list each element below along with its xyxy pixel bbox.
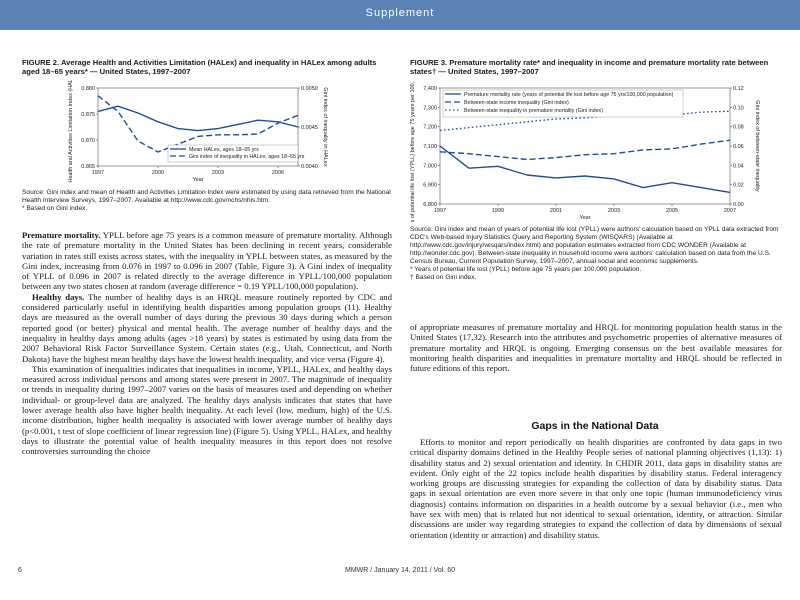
- paragraph-data-gaps: Efforts to monitor and report periodical…: [410, 437, 782, 540]
- banner-title: Supplement: [365, 7, 435, 19]
- x-tick-label: 2000: [152, 170, 164, 176]
- y2-tick-label: 0.02: [733, 183, 744, 189]
- x-axis-label: Year: [192, 177, 203, 183]
- y2-tick-label: 0.06: [733, 144, 744, 150]
- runin-heading: Premature mortality.: [22, 230, 101, 240]
- figure2-caption: FIGURE 2. Average Health and Activities …: [22, 58, 377, 76]
- page-number: 6: [18, 567, 22, 574]
- y2-tick-label: 0.0050: [301, 86, 318, 92]
- y2-tick-label: 0.04: [733, 163, 744, 169]
- paragraph-healthy-days: Healthy days. The number of healthy days…: [22, 292, 392, 364]
- paragraph-text: This examination of inequalities indicat…: [22, 363, 392, 457]
- paragraph-inequality-examination: This examination of inequalities indicat…: [22, 364, 392, 457]
- y-tick-label: 0.870: [81, 138, 95, 144]
- legend-box: [442, 89, 684, 118]
- series-line-1: [439, 145, 731, 194]
- x-tick-label: 2003: [608, 208, 620, 214]
- y2-tick-label: 0.0045: [301, 125, 318, 131]
- x-tick-label: 2006: [272, 170, 284, 176]
- paragraph-measures: of appropriate measures of premature mor…: [410, 322, 782, 374]
- y-tick-label: 7,100: [423, 144, 437, 150]
- x-tick-label: 1997: [92, 170, 104, 176]
- y-tick-label: 7,200: [423, 125, 437, 131]
- x-tick-label: 2001: [550, 208, 562, 214]
- supplement-banner: [0, 0, 800, 30]
- paragraph-text: The number of healthy days is an HRQL me…: [22, 291, 392, 364]
- legend-label-2: Between-state income inequality (Gini in…: [464, 100, 569, 106]
- y2-tick-label: 0.0040: [301, 164, 318, 170]
- y-tick-label: 7,400: [423, 86, 437, 92]
- right-text-column-bottom: Efforts to monitor and report periodical…: [410, 437, 782, 540]
- runin-heading: Healthy days.: [32, 291, 85, 302]
- legend-box: [167, 144, 299, 163]
- y2-tick-label: 0.08: [733, 125, 744, 131]
- figure3-caption: FIGURE 3. Premature mortality rate* and …: [410, 58, 769, 76]
- y2-axis-label: Gini index of between-state inequality: [754, 100, 760, 192]
- y-tick-label: 7,300: [423, 105, 437, 111]
- legend-label-1: Premature mortality rate (years of poten…: [464, 92, 674, 98]
- x-tick-label: 2003: [212, 170, 224, 176]
- y-tick-label: 0.880: [81, 86, 95, 92]
- right-text-column-top: of appropriate measures of premature mor…: [410, 322, 782, 373]
- y-tick-label: 7,000: [423, 163, 437, 169]
- paragraph-text: YPLL before age 75 years is a common mea…: [22, 230, 392, 292]
- figure2-notes: Source: Gini index and mean of Health an…: [22, 189, 392, 213]
- left-text-column: Premature mortality. YPLL before age 75 …: [22, 230, 392, 457]
- figure3-source-note: Source: Gini index and mean of years of …: [410, 226, 779, 265]
- figure3-chart: 6,800 6,900 7,000 7,100 7,200 7,300 7,400 0.00 0…: [410, 82, 760, 222]
- x-tick-label: 1997: [434, 208, 446, 214]
- x-tick-label: 2007: [724, 208, 736, 214]
- y-tick-label: 6,800: [423, 202, 437, 208]
- y-axis-label: Total years of potential life lost (YPLL…: [410, 82, 416, 222]
- x-axis-label: Year: [579, 215, 590, 221]
- x-tick-label: 2005: [666, 208, 678, 214]
- y2-tick-label: 0.00: [733, 202, 744, 208]
- y2-tick-label: 0.12: [733, 86, 744, 92]
- figure2-footnote: * Based on Gini index.: [22, 205, 88, 212]
- legend-label-1: Mean HALex, ages 18–65 yrs: [189, 147, 259, 153]
- series-line-3: [439, 110, 731, 132]
- y2-tick-label: 0.10: [733, 105, 744, 111]
- figure2-chart: 0.865 0.870 0.875 0.880 0.0040 0.0045 0.0050 19…: [68, 80, 328, 183]
- section-heading-gaps: Gaps in the National Data: [531, 420, 659, 432]
- y-tick-label: 0.875: [81, 112, 95, 118]
- x-tick-label: 1999: [492, 208, 504, 214]
- y2-axis-label: Gini index of inequality in HALex: [322, 87, 328, 166]
- y-tick-label: 0.865: [81, 164, 95, 170]
- journal-footer: MMWR / January 14, 2011 / Vol. 60: [345, 567, 455, 574]
- series-line-2: [439, 139, 731, 161]
- legend-label-3: Between-state inequality in premature mo…: [464, 108, 603, 114]
- figure3-notes: Source: Gini index and mean of years of …: [410, 226, 782, 282]
- y-tick-label: 6,900: [423, 183, 437, 189]
- legend-label-2: Gini index of inequality in HALex, ages …: [189, 154, 305, 160]
- paragraph-premature-mortality: Premature mortality. YPLL before age 75 …: [22, 230, 392, 292]
- figure2-source-note: Source: Gini index and mean of Health an…: [22, 189, 391, 204]
- series-line-1: [97, 105, 299, 132]
- figure3-footnote-ypll: * Years of potential life lost (YPLL) be…: [410, 266, 642, 273]
- series-line-2: [97, 95, 299, 153]
- y-axis-label: Health and Activities Limitation Index (…: [68, 80, 74, 183]
- figure3-footnote-gini: † Based on Gini index.: [410, 274, 477, 281]
